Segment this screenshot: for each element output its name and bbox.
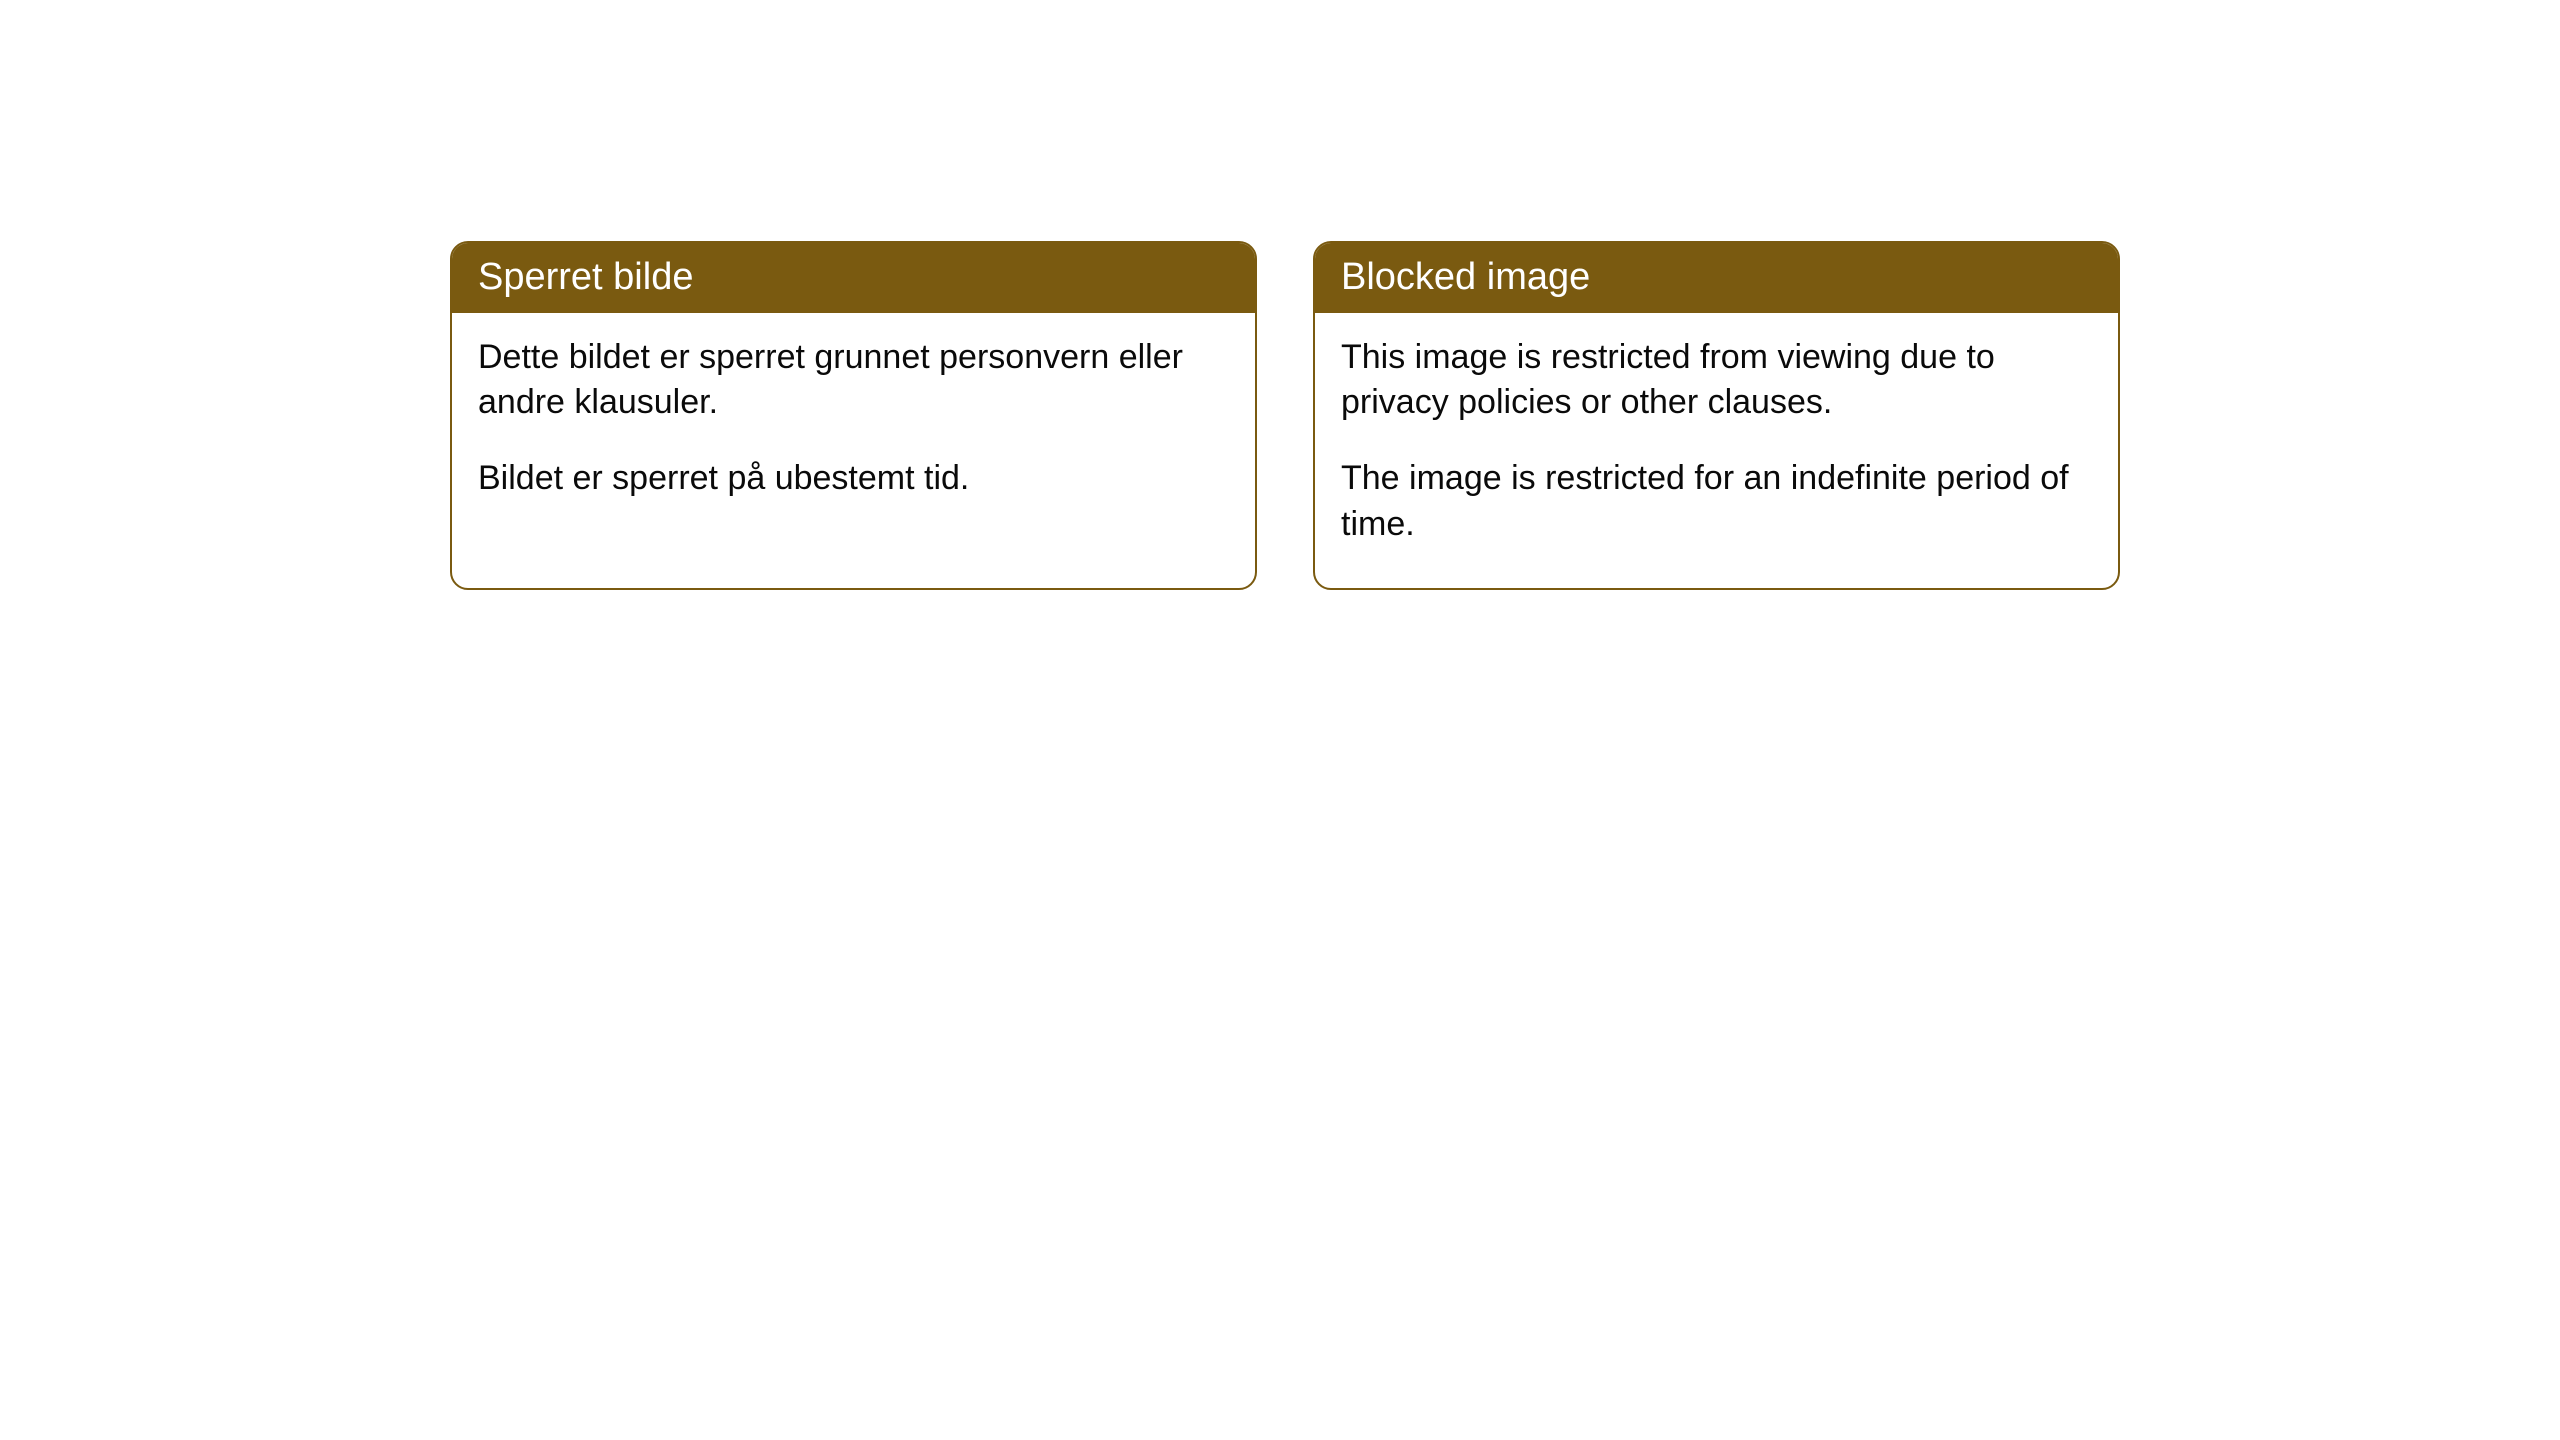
card-title: Blocked image [1315, 243, 2118, 313]
card-paragraph-1: This image is restricted from viewing du… [1341, 335, 2092, 427]
blocked-image-card-norwegian: Sperret bilde Dette bildet er sperret gr… [450, 241, 1257, 590]
card-body: This image is restricted from viewing du… [1315, 313, 2118, 589]
card-paragraph-1: Dette bildet er sperret grunnet personve… [478, 335, 1229, 427]
blocked-image-card-english: Blocked image This image is restricted f… [1313, 241, 2120, 590]
card-paragraph-2: Bildet er sperret på ubestemt tid. [478, 456, 1229, 502]
card-body: Dette bildet er sperret grunnet personve… [452, 313, 1255, 543]
card-title: Sperret bilde [452, 243, 1255, 313]
card-paragraph-2: The image is restricted for an indefinit… [1341, 456, 2092, 548]
notice-cards-container: Sperret bilde Dette bildet er sperret gr… [450, 241, 2120, 590]
